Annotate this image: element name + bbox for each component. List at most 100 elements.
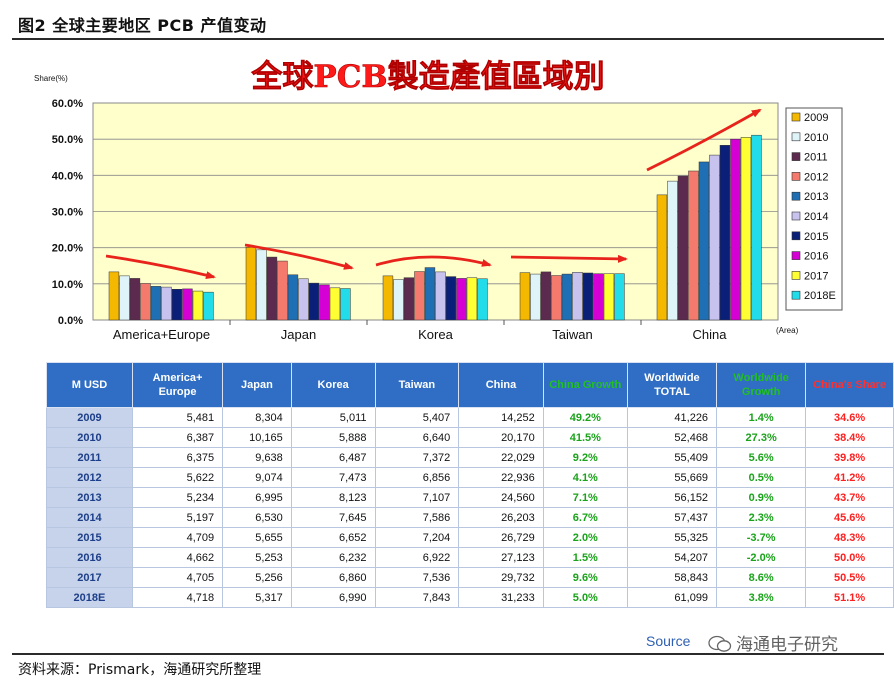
table-header-cell: America+ Europe — [131, 362, 224, 408]
table-cell: 49.2% — [542, 407, 628, 428]
y-tick-label: 30.0% — [52, 207, 83, 219]
bar-2015-3 — [582, 272, 594, 321]
legend-swatch — [791, 172, 801, 181]
table-cell: 41.5% — [542, 427, 628, 448]
row-year: 2016 — [46, 547, 133, 568]
table-cell: 26,203 — [458, 507, 544, 528]
table-cell: 5,253 — [222, 547, 292, 568]
table-cell: 9.2% — [542, 447, 628, 468]
table-cell: 9.6% — [542, 567, 628, 588]
legend-label: 2018E — [804, 290, 836, 302]
bar-2018E-1 — [340, 288, 351, 321]
bar-2010-0 — [119, 275, 130, 321]
table-cell: 5,407 — [374, 407, 460, 428]
table-header-cell: Japan — [222, 362, 292, 408]
table-cell: 50.5% — [805, 567, 894, 588]
table-cell: 1.5% — [542, 547, 628, 568]
table-cell: 7,586 — [374, 507, 460, 528]
table-cell: 6,995 — [222, 487, 292, 508]
table-cell: 6,487 — [290, 447, 376, 468]
bar-2017-4 — [740, 137, 752, 321]
table-cell: 5,234 — [131, 487, 224, 508]
table-cell: 24,560 — [458, 487, 544, 508]
share-chart: 全球PCB製造產值區域別 Share(%) (Area) 0.0% 10.0% 20… — [34, 59, 843, 342]
table-cell: 61,099 — [626, 587, 718, 608]
table-cell: 5,317 — [222, 587, 292, 608]
table-row: 2015 4,709 5,655 6,652 7,204 26,729 2.0% 55,325… — [46, 527, 894, 548]
bar-2017-0 — [192, 290, 204, 321]
table-row: 2014 5,197 6,530 7,645 7,586 26,203 6.7% 57,437… — [46, 507, 894, 528]
table-cell: 6,640 — [374, 427, 460, 448]
bar-2009-0 — [108, 271, 120, 321]
category-label: America+Europe — [113, 327, 210, 342]
table-cell: 6,387 — [131, 427, 224, 448]
table-cell: 58,843 — [626, 567, 718, 588]
bar-2018E-0 — [203, 291, 214, 321]
table-cell: 41,226 — [626, 407, 718, 428]
legend-swatch — [791, 132, 801, 142]
table-header-cell: China Growth — [542, 362, 628, 408]
legend-label: 2015 — [804, 231, 828, 243]
table-cell: 14,252 — [458, 407, 544, 428]
bar-2012-1 — [277, 260, 288, 321]
table-cell: 6.7% — [542, 507, 628, 528]
trend-arrow — [510, 254, 628, 263]
table-cell: 2.0% — [542, 527, 628, 548]
table-cell: 31,233 — [458, 587, 544, 608]
row-year: 2017 — [46, 567, 133, 588]
bar-2012-2 — [414, 271, 425, 321]
table-cell: 7,473 — [290, 467, 376, 488]
bar-2018E-2 — [477, 278, 488, 321]
category-label: Taiwan — [552, 327, 592, 342]
wechat-logo-icon — [708, 635, 732, 652]
legend-label: 2014 — [804, 211, 828, 223]
bar-2017-2 — [466, 277, 478, 321]
bar-2012-3 — [551, 275, 562, 321]
legend-label: 2017 — [804, 270, 828, 282]
table-cell: 54,207 — [626, 547, 718, 568]
y-tick-label: 20.0% — [52, 243, 83, 255]
table-cell: 1.4% — [716, 407, 807, 428]
bar-2012-0 — [140, 283, 151, 321]
bar-2015-2 — [445, 276, 457, 321]
y-tick-labels: 0.0% 10.0% 20.0% 30.0% 40.0% 50.0% 60.0% — [52, 98, 83, 327]
pcb-output-table: M USD America+ Europe Japan Korea Taiwan Chin… — [46, 362, 894, 608]
table-cell: 8,123 — [290, 487, 376, 508]
table-cell: 55,669 — [626, 467, 718, 488]
table-cell: 5.6% — [716, 447, 807, 468]
table-cell: 4,718 — [131, 587, 224, 608]
table-cell: -3.7% — [716, 527, 807, 548]
table-row: 2011 6,375 9,638 6,487 7,372 22,029 9.2% 55,409… — [46, 447, 894, 468]
y-tick-label: 40.0% — [52, 170, 83, 182]
table-cell: 0.9% — [716, 487, 807, 508]
bar-2018E-3 — [614, 273, 625, 321]
table-cell: 51.1% — [805, 587, 894, 608]
bar-2009-1 — [245, 247, 257, 321]
bar-2011-0 — [129, 278, 141, 321]
bar-2010-1 — [256, 249, 267, 321]
table-cell: 29,732 — [458, 567, 544, 588]
table-cell: 6,375 — [131, 447, 224, 468]
bar-2014-1 — [298, 278, 309, 321]
table-cell: 8,304 — [222, 407, 292, 428]
table-cell: 52,468 — [626, 427, 718, 448]
bar-2010-2 — [393, 279, 404, 321]
table-cell: 22,029 — [458, 447, 544, 468]
legend: 2009 2010 2011 2012 2013 2014 2015 2016 2017 2018… — [785, 107, 843, 311]
table-cell: 9,074 — [222, 467, 292, 488]
table-cell: 55,409 — [626, 447, 718, 468]
category-label: Japan — [281, 327, 316, 342]
row-year: 2015 — [46, 527, 133, 548]
legend-swatch — [791, 112, 801, 122]
bar-2010-4 — [667, 180, 678, 321]
bar-2013-0 — [150, 286, 162, 321]
bar-2018E-4 — [751, 134, 762, 321]
table-cell: 6,652 — [290, 527, 376, 548]
table-cell: 39.8% — [805, 447, 894, 468]
bar-2016-3 — [593, 273, 604, 321]
trend-arrow — [244, 243, 354, 270]
table-cell: 4,705 — [131, 567, 224, 588]
bar-2013-3 — [561, 273, 573, 321]
table-cell: 6,232 — [290, 547, 376, 568]
bar-2014-3 — [572, 272, 583, 321]
